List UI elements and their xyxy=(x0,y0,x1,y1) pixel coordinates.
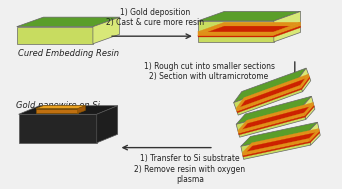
Text: Gold nanowire on Si: Gold nanowire on Si xyxy=(16,101,100,110)
Polygon shape xyxy=(234,68,306,103)
Polygon shape xyxy=(241,132,311,159)
Polygon shape xyxy=(274,26,301,37)
Polygon shape xyxy=(274,11,301,42)
Polygon shape xyxy=(274,22,301,36)
Polygon shape xyxy=(242,129,319,153)
Polygon shape xyxy=(309,129,319,142)
Polygon shape xyxy=(304,102,314,116)
Polygon shape xyxy=(237,77,310,112)
Polygon shape xyxy=(241,122,317,146)
Polygon shape xyxy=(17,27,93,44)
Polygon shape xyxy=(300,74,310,88)
Polygon shape xyxy=(198,36,274,37)
Polygon shape xyxy=(78,106,85,113)
Polygon shape xyxy=(302,96,315,119)
Text: 1) Transfer to Si substrate
2) Remove resin with oxygen
plasma: 1) Transfer to Si substrate 2) Remove re… xyxy=(134,154,246,184)
Polygon shape xyxy=(236,74,308,109)
Polygon shape xyxy=(198,26,301,36)
Text: Cured Embedding Resin: Cured Embedding Resin xyxy=(18,49,119,58)
Polygon shape xyxy=(93,17,120,44)
Polygon shape xyxy=(198,32,274,36)
Polygon shape xyxy=(239,116,305,135)
Polygon shape xyxy=(308,122,320,145)
Text: 1) Rough cut into smaller sections
2) Section with ultramicrotome: 1) Rough cut into smaller sections 2) Se… xyxy=(144,62,275,81)
Polygon shape xyxy=(198,22,301,32)
Polygon shape xyxy=(36,108,78,113)
Polygon shape xyxy=(310,132,320,143)
Polygon shape xyxy=(17,17,120,27)
Polygon shape xyxy=(305,106,314,117)
Polygon shape xyxy=(243,132,319,156)
Polygon shape xyxy=(239,106,314,134)
Polygon shape xyxy=(198,21,274,42)
Polygon shape xyxy=(234,79,303,115)
Polygon shape xyxy=(298,68,311,92)
Polygon shape xyxy=(36,106,85,108)
Polygon shape xyxy=(242,138,310,156)
Polygon shape xyxy=(301,77,310,89)
Polygon shape xyxy=(238,102,313,131)
Polygon shape xyxy=(18,114,97,143)
Polygon shape xyxy=(18,106,118,114)
Polygon shape xyxy=(237,88,302,113)
Polygon shape xyxy=(236,85,301,112)
Polygon shape xyxy=(238,113,305,134)
Polygon shape xyxy=(243,142,310,157)
Polygon shape xyxy=(236,107,306,137)
Polygon shape xyxy=(97,106,118,143)
Polygon shape xyxy=(198,11,301,21)
Text: 1) Gold deposition
2) Cast & cure more resin: 1) Gold deposition 2) Cast & cure more r… xyxy=(106,8,204,27)
Polygon shape xyxy=(236,96,312,124)
